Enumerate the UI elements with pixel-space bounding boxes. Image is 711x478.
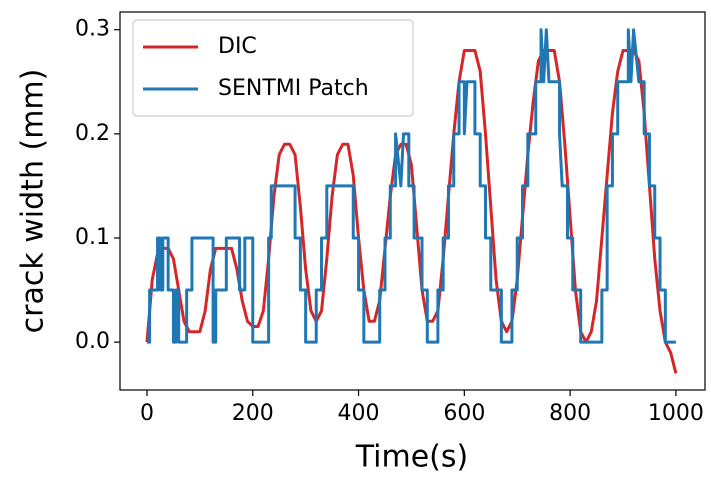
y-tick-label: 0.3 [75, 17, 110, 42]
x-tick-label: 200 [232, 401, 274, 426]
legend-label: SENTMI Patch [218, 76, 369, 101]
data-line [146, 28, 676, 344]
x-tick-label: 800 [549, 401, 591, 426]
legend-box [132, 19, 414, 117]
y-tick-label: 0.2 [75, 121, 110, 146]
x-tick-label: 400 [338, 401, 380, 426]
y-axis-label: crack width (mm) [16, 69, 51, 334]
y-tick-label: 0.0 [75, 329, 110, 354]
x-tick-label: 600 [443, 401, 485, 426]
y-tick-label: 0.1 [75, 225, 110, 250]
data-line [145, 49, 678, 374]
x-tick-label: 0 [140, 401, 154, 426]
legend-label: DIC [218, 34, 257, 59]
plot-frame [119, 11, 706, 391]
x-tick-label: 1000 [648, 401, 704, 426]
x-axis-label: Time(s) [355, 440, 468, 475]
